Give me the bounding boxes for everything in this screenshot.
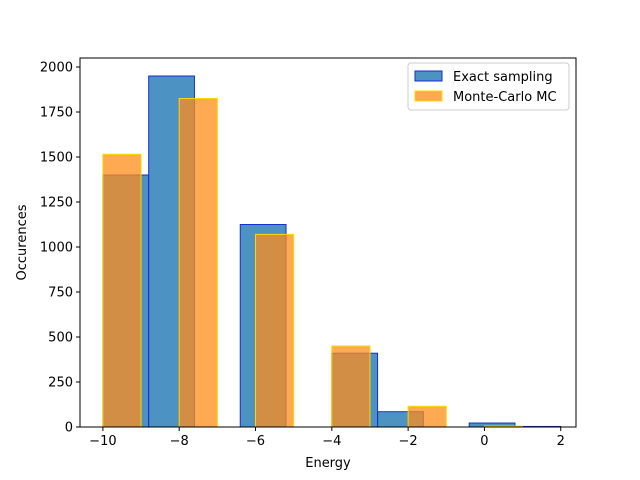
y-tick-label: 0 [65,421,73,436]
y-tick-label: 750 [48,286,73,301]
bars-layer [102,75,562,428]
legend: Exact sampling Monte-Carlo MC [407,62,570,111]
x-tick-label: −2 [399,434,418,449]
x-tick-label: −6 [246,434,265,449]
x-tick-label: −10 [89,434,116,449]
bar-monte-carlo-1 [178,98,218,428]
y-tick-label: 1000 [40,241,73,256]
x-axis: −10 −8 −6 −4 −2 0 2 [89,427,565,449]
y-tick-label: 1750 [40,106,73,121]
bar-monte-carlo-4 [407,405,447,428]
legend-swatch [414,90,443,102]
bar-monte-carlo-3 [331,345,371,428]
y-tick-label: 2000 [40,61,73,76]
bar-monte-carlo-2 [255,233,295,428]
y-axis: 0 250 500 750 1000 1250 1500 1750 2000 [40,61,80,436]
plot-frame [79,57,577,428]
x-axis-label: Energy [305,456,351,471]
y-tick-label: 1500 [40,151,73,166]
x-tick-label: −8 [170,434,189,449]
bar-monte-carlo-0 [102,153,142,428]
x-tick-label: 0 [480,434,488,449]
x-tick-label: 2 [557,434,565,449]
legend-swatch [414,70,443,82]
legend-label: Exact sampling [453,70,553,85]
y-tick-label: 1250 [40,196,73,211]
y-axis-label: Occurences [15,204,30,280]
y-tick-label: 250 [48,376,73,391]
y-tick-label: 500 [48,331,73,346]
legend-box [407,62,570,111]
x-tick-label: −4 [322,434,341,449]
legend-label: Monte-Carlo MC [453,90,557,105]
